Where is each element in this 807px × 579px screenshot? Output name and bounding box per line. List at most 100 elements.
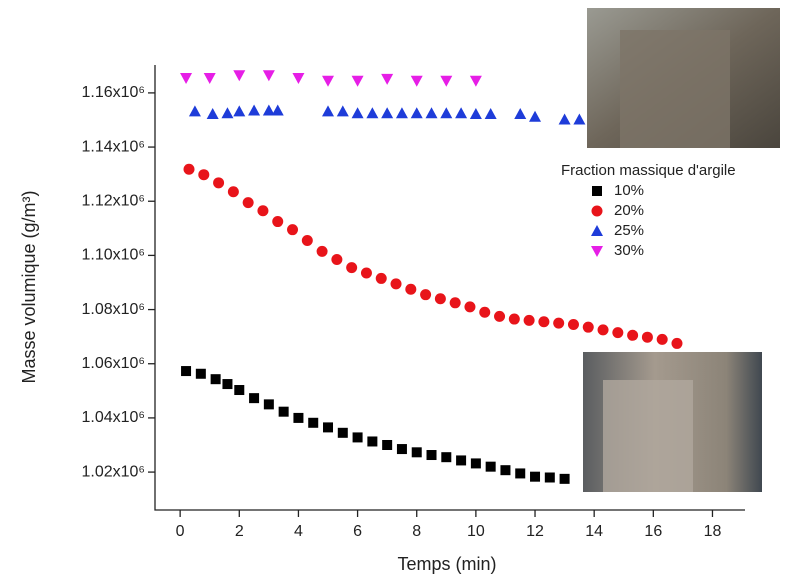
legend-marker	[592, 186, 602, 196]
point	[242, 197, 254, 209]
point	[411, 447, 422, 458]
point	[181, 366, 192, 377]
point	[479, 306, 491, 318]
point	[257, 205, 269, 217]
point	[440, 75, 453, 87]
point	[180, 73, 193, 85]
point	[262, 104, 275, 116]
point	[434, 293, 446, 305]
point	[514, 108, 527, 120]
point	[470, 458, 481, 469]
legend-label: 10%	[614, 182, 644, 199]
point	[567, 318, 579, 330]
y-tick-label: 1.10x10⁶	[81, 247, 145, 264]
point	[559, 473, 570, 484]
point	[420, 289, 432, 301]
point	[233, 105, 246, 117]
point	[206, 108, 219, 120]
point	[367, 436, 378, 447]
point	[426, 450, 437, 461]
point	[515, 468, 526, 479]
point	[582, 321, 594, 333]
point	[287, 224, 299, 236]
point	[352, 432, 363, 443]
point	[396, 444, 407, 455]
x-tick-label: 12	[526, 523, 544, 540]
point	[308, 417, 319, 428]
point	[530, 471, 541, 482]
point	[234, 385, 245, 396]
point	[627, 329, 639, 341]
point	[375, 272, 387, 284]
point	[213, 177, 225, 189]
point	[573, 113, 586, 125]
point	[221, 107, 234, 119]
photo-detail	[603, 380, 693, 492]
point	[456, 455, 467, 466]
point	[366, 107, 379, 119]
y-tick-label: 1.02x10⁶	[81, 463, 145, 480]
point	[395, 107, 408, 119]
point	[272, 216, 284, 228]
point	[469, 108, 482, 120]
x-tick-label: 8	[412, 523, 421, 540]
point	[381, 73, 394, 85]
point	[544, 472, 555, 483]
photo-detail	[620, 30, 730, 148]
point	[278, 406, 289, 417]
point	[538, 316, 550, 328]
point	[293, 412, 304, 423]
axis-line	[154, 65, 745, 511]
y-tick-label: 1.08x10⁶	[81, 301, 145, 318]
point	[263, 399, 274, 410]
point	[494, 310, 506, 322]
y-tick-label: 1.04x10⁶	[81, 409, 145, 426]
point	[455, 107, 468, 119]
point	[227, 186, 239, 198]
point	[469, 75, 482, 87]
point	[331, 253, 343, 265]
point	[248, 104, 261, 116]
point	[464, 301, 476, 313]
point	[484, 108, 497, 120]
point	[195, 368, 206, 379]
point	[410, 107, 423, 119]
point	[449, 297, 461, 309]
point	[410, 75, 423, 87]
x-tick-label: 0	[176, 523, 185, 540]
point	[558, 113, 571, 125]
point	[337, 427, 348, 438]
point	[203, 73, 216, 85]
x-tick-label: 4	[294, 523, 303, 540]
x-tick-label: 6	[353, 523, 362, 540]
point	[222, 379, 233, 390]
legend-label: 25%	[614, 222, 644, 239]
point	[405, 283, 417, 295]
point	[641, 331, 653, 343]
x-tick-label: 14	[585, 523, 603, 540]
legend-marker	[591, 225, 603, 236]
point	[271, 104, 284, 116]
point	[597, 324, 609, 336]
legend-label: 30%	[614, 242, 644, 259]
point	[381, 107, 394, 119]
point	[323, 422, 334, 433]
point	[441, 452, 452, 463]
point	[612, 327, 624, 339]
point	[425, 107, 438, 119]
point	[671, 337, 683, 349]
point	[336, 105, 349, 117]
point	[198, 169, 210, 181]
point	[322, 105, 335, 117]
y-axis-label: Masse volumique (g/m³)	[19, 190, 39, 383]
point	[249, 393, 260, 404]
legend-marker	[591, 246, 603, 257]
x-tick-label: 2	[235, 523, 244, 540]
legend-marker	[591, 205, 603, 217]
point	[322, 75, 335, 87]
point	[656, 333, 668, 345]
point	[360, 267, 372, 279]
y-tick-label: 1.14x10⁶	[81, 138, 145, 155]
legend-title: Fraction massique d'argile	[561, 162, 736, 179]
